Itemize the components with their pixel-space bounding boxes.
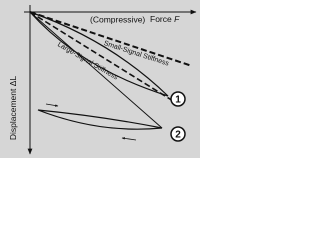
marker-label: 2	[175, 130, 181, 141]
loop-arrow-left	[121, 137, 137, 141]
curve-1-lower	[29, 11, 169, 97]
diagram: (Compressive) Force F Displacement ΔL Sm…	[0, 0, 200, 158]
curve-1-upper	[29, 11, 169, 97]
marker-label: 1	[175, 95, 181, 106]
x-axis-symbol: F	[174, 14, 180, 24]
hysteresis-loop	[37, 109, 163, 130]
x-axis-label-text: Force	[150, 14, 172, 24]
y-axis-label: Displacement ΔL	[8, 76, 18, 141]
x-axis-label: Force F	[150, 14, 180, 24]
large-signal-line	[29, 11, 179, 105]
x-axis-qualifier: (Compressive)	[90, 14, 145, 24]
loop-arrow-right	[45, 103, 59, 107]
background	[0, 0, 200, 158]
marker-circle	[170, 126, 186, 142]
y-axis-label-text: Displacement	[8, 88, 18, 140]
y-axis-symbol: ΔL	[8, 76, 18, 87]
curve-2-line	[29, 11, 163, 129]
marker-circle	[170, 91, 186, 107]
small-signal-line	[29, 11, 193, 67]
